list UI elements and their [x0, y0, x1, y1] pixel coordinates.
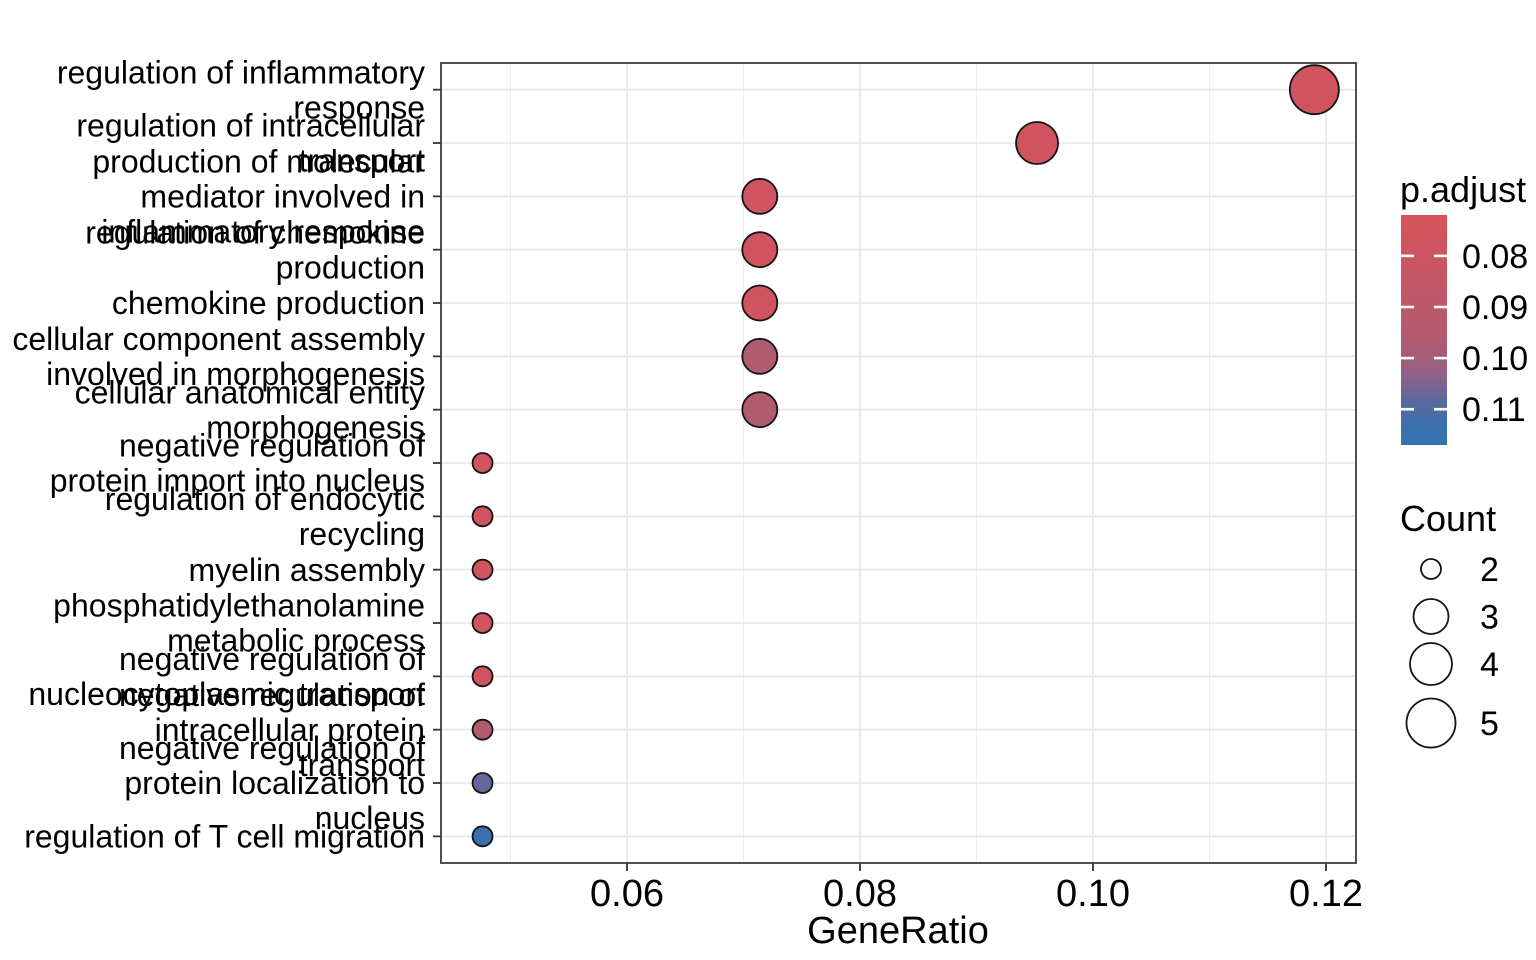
colorbar-ticks: 0.08 0.09 0.10 0.11 [1401, 238, 1528, 429]
axis-tick-marks [433, 88, 1327, 871]
y-axis-category-label: protein localization to [124, 765, 425, 801]
y-axis-category-label: negative regulation of [119, 641, 425, 677]
y-axis-category-label: regulation of T cell migration [24, 819, 425, 855]
count-legend: Count 2 3 4 5 [1400, 498, 1499, 749]
y-axis-category-label: regulation of endocytic [105, 481, 425, 517]
y-axis-category-label: negative regulation of [119, 730, 425, 766]
data-point [471, 665, 494, 688]
x-axis-title: GeneRatio [807, 910, 989, 952]
x-tick-label: 0.08 [823, 873, 897, 915]
data-point [741, 391, 779, 429]
count-legend-label: 2 [1480, 551, 1499, 589]
y-axis-category-label: protein import into nucleus [50, 463, 425, 499]
count-legend-circle [1420, 558, 1442, 580]
y-axis-category-label: mediator involved in [140, 179, 425, 215]
data-point [471, 612, 494, 634]
padjust-legend-title: p.adjust [1400, 169, 1526, 210]
count-legend-items: 2 3 4 5 [1405, 551, 1499, 749]
y-axis-labels: regulation of inflammatoryresponseregula… [12, 54, 425, 854]
y-axis-category-label: myelin assembly [188, 552, 425, 588]
count-legend-label: 3 [1480, 599, 1499, 637]
y-axis-category-label: morphogenesis [206, 409, 425, 445]
y-axis-category-label: intracellular protein [155, 712, 425, 748]
colorbar-tick-label: 0.10 [1462, 340, 1528, 378]
count-legend-circle [1405, 697, 1457, 749]
x-tick-label: 0.12 [1289, 873, 1363, 915]
data-point [471, 772, 494, 794]
y-axis-category-label: involved in morphogenesis [46, 356, 425, 392]
data-point [471, 452, 494, 474]
y-axis-category-label: transport [299, 747, 425, 783]
y-axis-category-label: recycling [299, 516, 425, 552]
y-axis-category-label: cellular anatomical entity [75, 374, 425, 410]
count-legend-label: 5 [1480, 705, 1499, 743]
data-point [471, 505, 494, 528]
y-axis-category-label: regulation of chemokine [85, 214, 425, 250]
y-axis-category-label: nucleus [315, 800, 425, 836]
data-point [741, 177, 779, 215]
colorbar-tick-label: 0.11 [1462, 391, 1526, 429]
y-axis-category-label: regulation of inflammatory [57, 54, 425, 90]
y-axis-category-label: transport [299, 143, 425, 179]
x-axis-tick-labels: 0.06 0.08 0.10 0.12 [590, 873, 1363, 915]
data-point [471, 718, 494, 741]
y-axis-category-label: negative regulation of [119, 677, 425, 713]
y-axis-category-label: metabolic process [167, 623, 425, 659]
data-points [471, 64, 1340, 848]
count-legend-title: Count [1400, 498, 1496, 539]
y-axis-category-label: inflammatory response [101, 214, 425, 250]
padjust-legend: p.adjust 0.08 0.09 0.10 0.11 [1400, 169, 1528, 445]
data-point [741, 284, 779, 322]
plot-panel-border [440, 62, 1357, 864]
y-axis-category-label: cellular component assembly [12, 321, 425, 357]
grid-lines [441, 63, 1356, 863]
y-axis-category-label: production [276, 249, 425, 285]
data-point [471, 825, 494, 848]
y-axis-category-label: nucleocytoplasmic transport [28, 676, 425, 712]
data-point [741, 337, 779, 375]
y-axis-category-label: chemokine production [112, 285, 425, 321]
data-point [741, 231, 779, 269]
y-axis-category-label: phosphatidylethanolamine [53, 588, 425, 624]
count-legend-circle [1412, 598, 1450, 635]
y-axis-category-label: regulation of intracellular [76, 108, 425, 144]
y-axis-category-label: response [293, 89, 425, 125]
x-tick-label: 0.06 [590, 873, 664, 915]
count-legend-circle [1409, 642, 1453, 686]
data-point [471, 558, 494, 581]
y-axis-category-label: production of molecular [92, 144, 425, 180]
colorbar-tick-label: 0.08 [1462, 238, 1528, 276]
y-axis-category-label: negative regulation of [119, 428, 425, 464]
padjust-colorbar [1401, 215, 1447, 445]
colorbar-tick-label: 0.09 [1462, 289, 1528, 327]
count-legend-label: 4 [1480, 646, 1499, 684]
data-point [1288, 64, 1340, 116]
data-point [1015, 121, 1059, 165]
x-tick-label: 0.10 [1056, 873, 1130, 915]
